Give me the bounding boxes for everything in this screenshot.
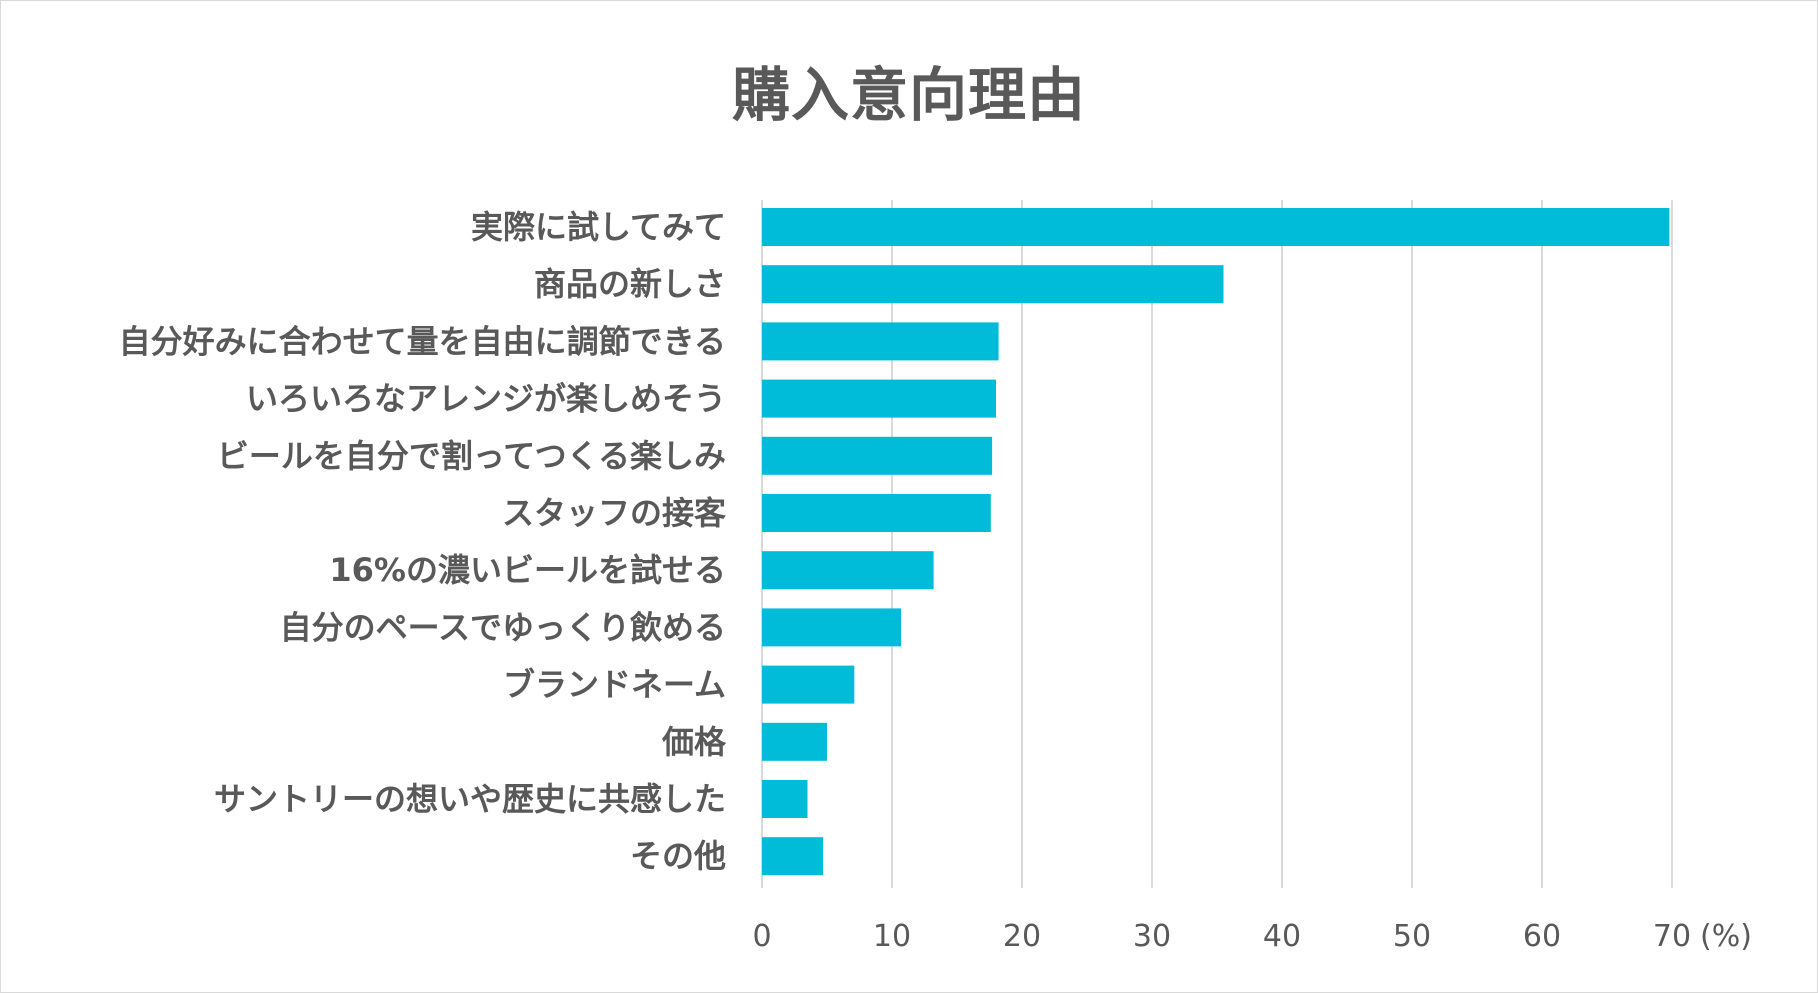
category-label: サントリーの想いや歴史に共感した (214, 780, 726, 818)
bar (762, 780, 808, 818)
gridlines (761, 200, 1673, 888)
x-tick-label: 20 (1003, 919, 1041, 954)
category-labels: 実際に試してみて商品の新しさ自分好みに合わせて量を自由に調節できるいろいろなアレ… (119, 208, 727, 875)
x-tick-labels: 0 10 20 30 40 50 60 70 (752, 919, 1691, 954)
category-label: 自分好みに合わせて量を自由に調節できる (119, 322, 726, 360)
x-tick-label: 10 (873, 919, 911, 954)
bar (762, 665, 855, 704)
category-label: スタッフの接客 (502, 494, 726, 532)
bar (762, 436, 993, 475)
bar (762, 551, 934, 590)
chart-title: 購入意向理由 (731, 61, 1086, 129)
category-label: 商品の新しさ (534, 265, 726, 303)
category-label: 16%の濃いビールを試せる (329, 551, 726, 589)
bars (762, 208, 1670, 876)
category-label: いろいろなアレンジが楽しめそう (246, 380, 726, 418)
x-tick-label: 70 (1653, 919, 1691, 954)
x-tick-label: 50 (1393, 919, 1431, 954)
x-tick-label: 60 (1523, 919, 1561, 954)
x-tick-label: 0 (752, 919, 771, 954)
bar (762, 265, 1224, 304)
category-label: ビールを自分で割ってつくる楽しみ (217, 437, 726, 475)
bar (762, 494, 991, 532)
x-unit-label: (%) (1700, 919, 1752, 954)
bar (762, 322, 999, 361)
x-tick-label: 30 (1133, 919, 1171, 954)
bar (762, 379, 996, 418)
bar (762, 608, 902, 647)
bar (762, 837, 824, 876)
category-label: ブランドネーム (503, 666, 726, 704)
category-label: その他 (630, 837, 726, 875)
x-tick-label: 40 (1263, 919, 1301, 954)
category-label: 実際に試してみて (471, 208, 726, 246)
category-label: 価格 (661, 723, 727, 761)
bar (762, 722, 827, 761)
bar (762, 208, 1670, 246)
category-label: 自分のペースでゆっくり飲める (280, 608, 726, 646)
